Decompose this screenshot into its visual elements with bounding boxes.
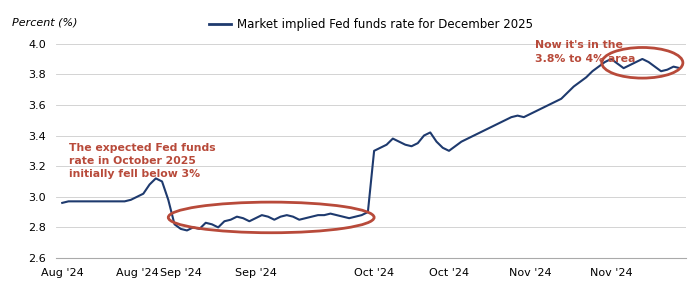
Text: The expected Fed funds
rate in October 2025
initially fell below 3%: The expected Fed funds rate in October 2… (69, 142, 215, 179)
Legend: Market implied Fed funds rate for December 2025: Market implied Fed funds rate for Decemb… (204, 13, 538, 35)
Text: Percent (%): Percent (%) (12, 17, 78, 27)
Text: Now it's in the
3.8% to 4% area: Now it's in the 3.8% to 4% area (535, 40, 635, 64)
